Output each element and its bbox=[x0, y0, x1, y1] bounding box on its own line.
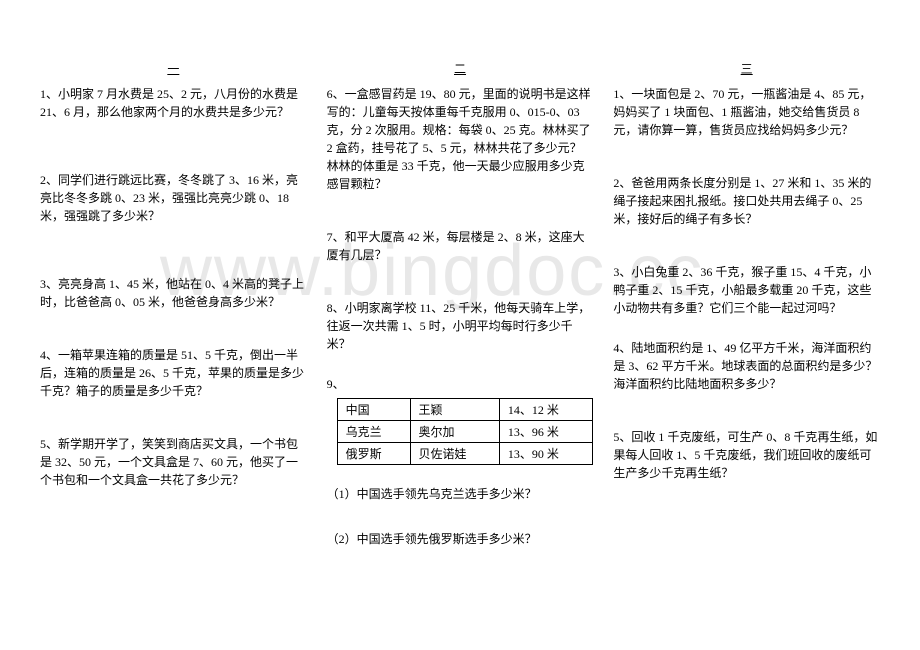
section-title-1: 一 bbox=[40, 60, 307, 77]
table-cell: 13、96 米 bbox=[499, 421, 592, 443]
question-text: 3、亮亮身高 1、45 米，他站在 0、4 米高的凳子上时，比爸爸高 0、05 … bbox=[40, 275, 307, 311]
results-table: 中国 王颖 14、12 米 乌克兰 奥尔加 13、96 米 俄罗斯 贝佐诺娃 1… bbox=[337, 398, 594, 465]
question-text: 5、新学期开学了，笑笑到商店买文具，一个书包是 32、50 元，一个文具盒是 7… bbox=[40, 435, 307, 489]
table-row: 俄罗斯 贝佐诺娃 13、90 米 bbox=[337, 443, 593, 465]
question-text: 1、一块面包是 2、70 元，一瓶酱油是 4、85 元，妈妈买了 1 块面包、1… bbox=[613, 85, 880, 139]
question-text: 5、回收 1 千克废纸，可生产 0、8 千克再生纸，如果每人回收 1、5 千克废… bbox=[613, 428, 880, 482]
section-title-2: 二 bbox=[327, 60, 594, 77]
column-one: 一 1、小明家 7 月水费是 25、2 元，八月份的水费是 21、6 月，那么他… bbox=[40, 60, 307, 565]
document-container: 一 1、小明家 7 月水费是 25、2 元，八月份的水费是 21、6 月，那么他… bbox=[0, 0, 920, 585]
table-cell: 俄罗斯 bbox=[337, 443, 410, 465]
question-text: 3、小白兔重 2、36 千克，猴子重 15、4 千克，小鸭子重 2、15 千克，… bbox=[613, 263, 880, 317]
table-row: 中国 王颖 14、12 米 bbox=[337, 399, 593, 421]
table-cell: 乌克兰 bbox=[337, 421, 410, 443]
table-label: 9、 bbox=[327, 375, 594, 392]
table-row: 乌克兰 奥尔加 13、96 米 bbox=[337, 421, 593, 443]
column-two: 二 6、一盒感冒药是 19、80 元，里面的说明书是这样写的：儿童每天按体重每千… bbox=[327, 60, 594, 565]
question-text: 4、一箱苹果连箱的质量是 51、5 千克，倒出一半后，连箱的质量是 26、5 千… bbox=[40, 346, 307, 400]
subquestion-text: （2）中国选手领先俄罗斯选手多少米？ bbox=[327, 530, 594, 547]
subquestion-text: （1）中国选手领先乌克兰选手多少米？ bbox=[327, 485, 594, 502]
table-cell: 贝佐诺娃 bbox=[410, 443, 499, 465]
question-text: 1、小明家 7 月水费是 25、2 元，八月份的水费是 21、6 月，那么他家两… bbox=[40, 85, 307, 121]
table-cell: 奥尔加 bbox=[410, 421, 499, 443]
question-text: 7、和平大厦高 42 米，每层楼是 2、8 米，这座大厦有几层？ bbox=[327, 228, 594, 264]
column-three: 三 1、一块面包是 2、70 元，一瓶酱油是 4、85 元，妈妈买了 1 块面包… bbox=[613, 60, 880, 565]
question-text: 2、爸爸用两条长度分别是 1、27 米和 1、35 米的绳子接起来困扎报纸。接口… bbox=[613, 174, 880, 228]
table-cell: 13、90 米 bbox=[499, 443, 592, 465]
question-text: 4、陆地面积约是 1、49 亿平方千米，海洋面积约是 3、62 平方千米。地球表… bbox=[613, 339, 880, 393]
question-text: 8、小明家离学校 11、25 千米，他每天骑车上学，往返一次共需 1、5 时，小… bbox=[327, 299, 594, 353]
table-cell: 14、12 米 bbox=[499, 399, 592, 421]
table-cell: 王颖 bbox=[410, 399, 499, 421]
table-cell: 中国 bbox=[337, 399, 410, 421]
section-title-3: 三 bbox=[613, 60, 880, 77]
question-text: 2、同学们进行跳远比赛，冬冬跳了 3、16 米，亮亮比冬冬多跳 0、23 米，强… bbox=[40, 171, 307, 225]
question-text: 6、一盒感冒药是 19、80 元，里面的说明书是这样写的：儿童每天按体重每千克服… bbox=[327, 85, 594, 193]
